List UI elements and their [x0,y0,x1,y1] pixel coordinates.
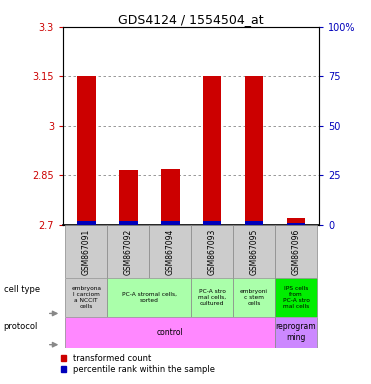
Bar [149,225,191,278]
Text: protocol: protocol [4,321,38,331]
Text: cell type: cell type [4,285,40,295]
Bar [203,76,221,225]
Bar [107,278,191,317]
Bar [203,221,221,225]
Bar [65,225,107,278]
Bar [275,225,317,278]
Bar [233,278,275,317]
Bar [77,76,96,225]
Text: GSM867092: GSM867092 [124,228,132,275]
Bar [275,278,317,317]
Text: IPS cells
from
PC-A stro
mal cells: IPS cells from PC-A stro mal cells [283,286,309,309]
Legend: transformed count, percentile rank within the sample: transformed count, percentile rank withi… [57,350,219,377]
Text: PC-A stromal cells,
sorted: PC-A stromal cells, sorted [122,292,177,303]
Bar [233,225,275,278]
Title: GDS4124 / 1554504_at: GDS4124 / 1554504_at [118,13,264,26]
Text: embryoni
c stem
cells: embryoni c stem cells [240,289,268,306]
Bar [244,221,263,225]
Text: GSM867095: GSM867095 [250,228,259,275]
Bar [244,76,263,225]
Bar [107,225,149,278]
Bar [191,225,233,278]
Text: GSM867094: GSM867094 [165,228,175,275]
Bar [119,221,138,225]
Bar [65,317,275,348]
Bar [65,278,107,317]
Bar [286,218,305,225]
Text: GSM867096: GSM867096 [292,228,301,275]
Bar [77,221,96,225]
Text: GSM867093: GSM867093 [207,228,217,275]
Bar [119,170,138,225]
Bar [275,317,317,348]
Text: control: control [157,328,183,337]
Text: PC-A stro
mal cells,
cultured: PC-A stro mal cells, cultured [198,289,226,306]
Bar [161,221,180,225]
Text: reprogram
ming: reprogram ming [276,323,316,342]
Bar [191,278,233,317]
Text: GSM867091: GSM867091 [82,228,91,275]
Text: embryona
l carciom
a NCCIT
cells: embryona l carciom a NCCIT cells [71,286,101,309]
Bar [161,169,180,225]
Bar [286,223,305,225]
